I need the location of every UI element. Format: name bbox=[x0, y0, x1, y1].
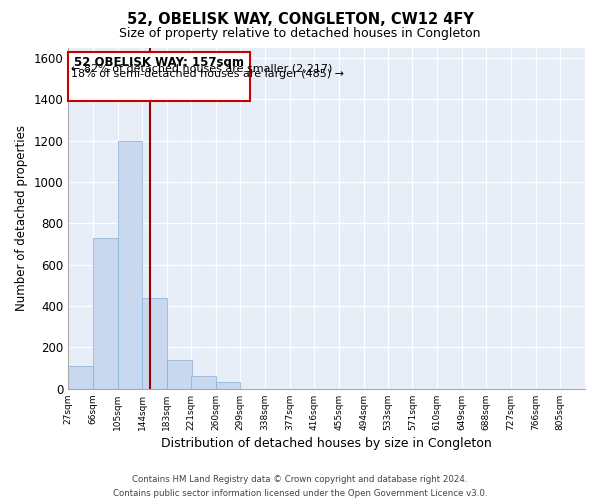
Bar bbox=[167, 360, 191, 389]
X-axis label: Distribution of detached houses by size in Congleton: Distribution of detached houses by size … bbox=[161, 437, 492, 450]
Bar bbox=[68, 52, 250, 102]
Y-axis label: Number of detached properties: Number of detached properties bbox=[15, 125, 28, 311]
Bar bbox=[118, 140, 142, 389]
Bar bbox=[93, 238, 118, 389]
Bar bbox=[68, 366, 93, 389]
Bar bbox=[191, 376, 215, 389]
Bar bbox=[142, 298, 167, 389]
Text: 18% of semi-detached houses are larger (485) →: 18% of semi-detached houses are larger (… bbox=[71, 69, 344, 79]
Text: 52, OBELISK WAY, CONGLETON, CW12 4FY: 52, OBELISK WAY, CONGLETON, CW12 4FY bbox=[127, 12, 473, 28]
Text: 52 OBELISK WAY: 157sqm: 52 OBELISK WAY: 157sqm bbox=[74, 56, 244, 69]
Text: Contains HM Land Registry data © Crown copyright and database right 2024.
Contai: Contains HM Land Registry data © Crown c… bbox=[113, 476, 487, 498]
Text: ← 82% of detached houses are smaller (2,217): ← 82% of detached houses are smaller (2,… bbox=[71, 63, 333, 73]
Text: Size of property relative to detached houses in Congleton: Size of property relative to detached ho… bbox=[119, 28, 481, 40]
Bar bbox=[215, 382, 240, 389]
